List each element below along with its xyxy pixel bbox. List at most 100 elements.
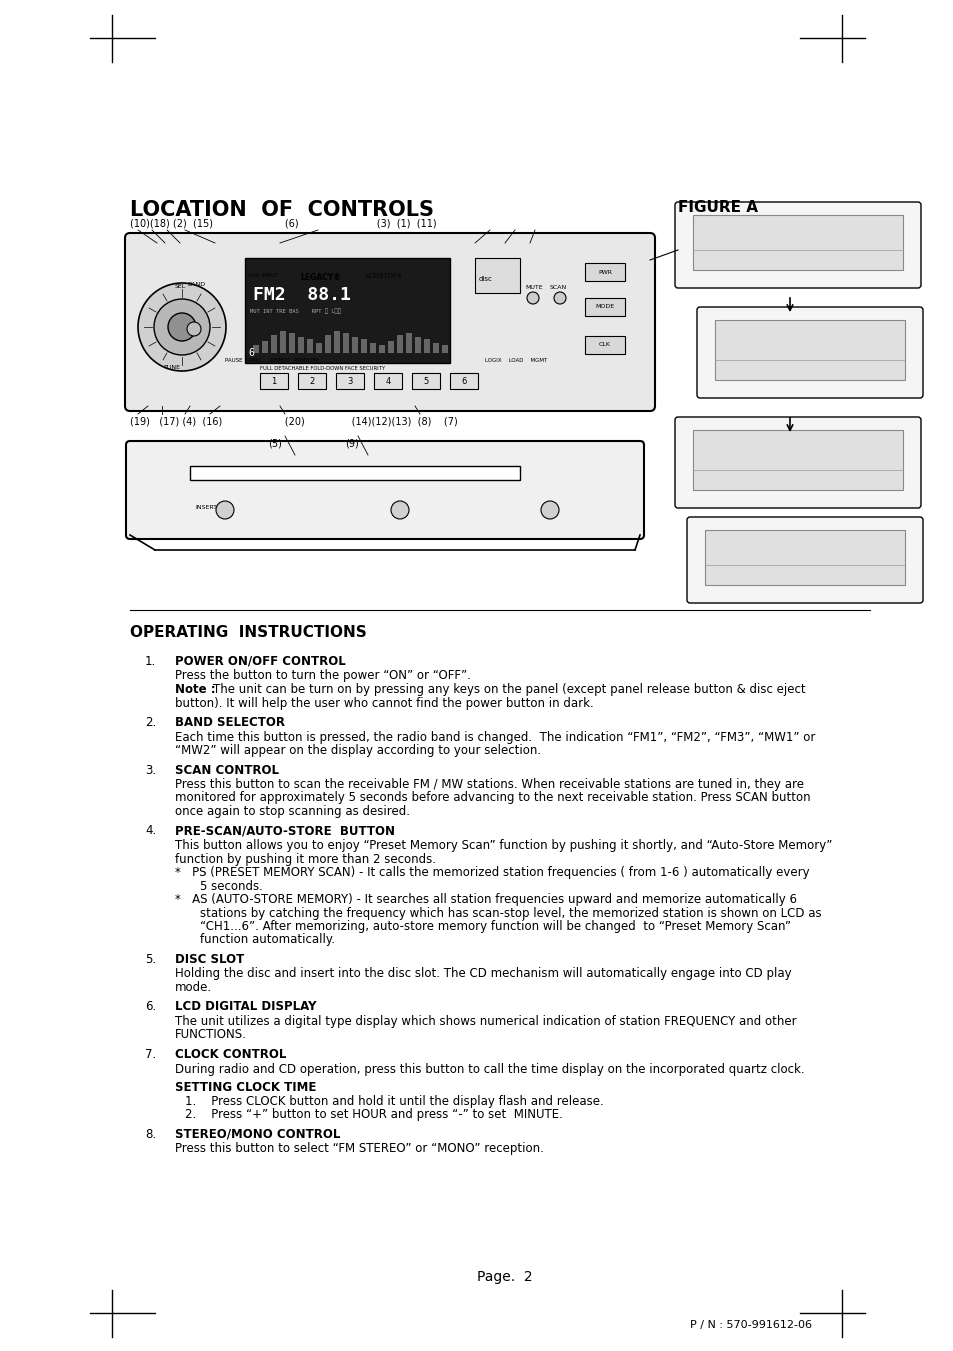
Bar: [378, 345, 385, 353]
Text: LOGIX    LOAD    MGMT: LOGIX LOAD MGMT: [484, 358, 547, 363]
Bar: [475, 258, 519, 293]
Text: 5.: 5.: [145, 952, 156, 966]
Text: 6: 6: [461, 377, 466, 385]
Text: 7.: 7.: [145, 1048, 156, 1061]
Text: 8.: 8.: [145, 1128, 156, 1140]
Text: FIGURE A: FIGURE A: [678, 200, 758, 215]
Bar: [396, 335, 402, 353]
Text: OPERATING  INSTRUCTIONS: OPERATING INSTRUCTIONS: [130, 626, 366, 640]
Text: MODE: MODE: [595, 304, 614, 309]
FancyBboxPatch shape: [675, 417, 920, 508]
Text: This button allows you to enjoy “Preset Memory Scan” function by pushing it shor: This button allows you to enjoy “Preset …: [174, 839, 832, 852]
Bar: [352, 336, 357, 353]
Text: 4: 4: [385, 377, 390, 385]
Text: function automatically.: function automatically.: [185, 934, 335, 947]
Bar: [441, 345, 448, 353]
Text: 3: 3: [347, 377, 353, 385]
Text: button). It will help the user who cannot find the power button in dark.: button). It will help the user who canno…: [174, 697, 593, 709]
Bar: [190, 466, 519, 480]
Bar: [692, 430, 902, 490]
Text: SCAN CONTROL: SCAN CONTROL: [174, 763, 278, 777]
Text: “CH1...6”. After memorizing, auto-store memory function will be changed  to “Pre: “CH1...6”. After memorizing, auto-store …: [185, 920, 790, 934]
Text: disc: disc: [478, 276, 493, 282]
Text: During radio and CD operation, press this button to call the time display on the: During radio and CD operation, press thi…: [174, 1062, 803, 1075]
Bar: [253, 345, 258, 353]
Text: LCD DIGITAL DISPLAY: LCD DIGITAL DISPLAY: [174, 1001, 316, 1013]
Text: SETTING CLOCK TIME: SETTING CLOCK TIME: [174, 1081, 316, 1094]
Text: PRE-SCAN/AUTO-STORE  BUTTON: PRE-SCAN/AUTO-STORE BUTTON: [174, 824, 395, 838]
Text: (10)(18) (2)  (15)                       (6)                         (3)  (1)  (: (10)(18) (2) (15) (6) (3) (1) (: [130, 218, 436, 228]
Text: Press this button to scan the receivable FM / MW stations. When receivable stati: Press this button to scan the receivable…: [174, 778, 803, 790]
Bar: [692, 215, 902, 270]
Bar: [360, 339, 367, 353]
Text: stations by catching the frequency which has scan-stop level, the memorized stat: stations by catching the frequency which…: [185, 907, 821, 920]
Text: The unit can be turn on by pressing any keys on the panel (except panel release : The unit can be turn on by pressing any …: [213, 684, 804, 696]
Bar: [262, 340, 268, 353]
Text: monitored for approximately 5 seconds before advancing to the next receivable st: monitored for approximately 5 seconds be…: [174, 792, 810, 804]
Circle shape: [168, 313, 195, 340]
Circle shape: [540, 501, 558, 519]
Text: PAUSE  RPNO     REPEAT  RANDOM: PAUSE RPNO REPEAT RANDOM: [225, 358, 318, 363]
Text: once again to stop scanning as desired.: once again to stop scanning as desired.: [174, 805, 410, 817]
FancyBboxPatch shape: [125, 232, 655, 411]
Text: (5): (5): [268, 438, 281, 449]
Bar: [335, 373, 364, 389]
Text: BAND SELECTOR: BAND SELECTOR: [174, 716, 285, 730]
Text: CLOCK CONTROL: CLOCK CONTROL: [174, 1048, 286, 1061]
Text: 1.: 1.: [145, 655, 156, 667]
Text: BAND: BAND: [187, 282, 205, 286]
Text: Holding the disc and insert into the disc slot. The CD mechanism will automatica: Holding the disc and insert into the dis…: [174, 967, 791, 981]
Circle shape: [187, 322, 201, 336]
Text: STEREO/MONO CONTROL: STEREO/MONO CONTROL: [174, 1128, 340, 1140]
Bar: [325, 335, 331, 353]
Circle shape: [554, 292, 565, 304]
Bar: [584, 263, 624, 281]
Bar: [714, 320, 904, 380]
Text: Press the button to turn the power “ON” or “OFF”.: Press the button to turn the power “ON” …: [174, 670, 471, 682]
Bar: [260, 373, 288, 389]
Bar: [343, 332, 349, 353]
Bar: [334, 331, 339, 353]
Bar: [297, 336, 304, 353]
Text: *   AS (AUTO-STORE MEMORY) - It searches all station frequencies upward and memo: * AS (AUTO-STORE MEMORY) - It searches a…: [174, 893, 796, 907]
Text: FULL DETACHABLE FOLD-DOWN FACE SECURITY: FULL DETACHABLE FOLD-DOWN FACE SECURITY: [260, 366, 385, 372]
Text: SCAN: SCAN: [550, 285, 567, 290]
Text: 1.    Press CLOCK button and hold it until the display flash and release.: 1. Press CLOCK button and hold it until …: [185, 1094, 603, 1108]
Circle shape: [526, 292, 538, 304]
Bar: [412, 373, 439, 389]
Text: LEGACY®: LEGACY®: [299, 273, 340, 282]
Text: AUX INPUT: AUX INPUT: [248, 273, 277, 278]
Bar: [315, 343, 322, 353]
Circle shape: [215, 501, 233, 519]
Bar: [245, 258, 450, 363]
Text: INSERT: INSERT: [194, 505, 216, 509]
Text: Note :: Note :: [174, 684, 219, 696]
Bar: [450, 373, 477, 389]
Text: TUNE: TUNE: [164, 365, 181, 370]
Text: 2: 2: [309, 377, 314, 385]
Bar: [433, 343, 438, 353]
Bar: [280, 331, 286, 353]
FancyBboxPatch shape: [686, 517, 923, 603]
Bar: [406, 332, 412, 353]
Bar: [415, 336, 420, 353]
Text: P / N : 570-991612-06: P / N : 570-991612-06: [689, 1320, 811, 1329]
Text: 6.: 6.: [145, 1001, 156, 1013]
Text: 2.    Press “+” button to set HOUR and press “-” to set  MINUTE.: 2. Press “+” button to set HOUR and pres…: [185, 1108, 562, 1121]
Text: CLK: CLK: [598, 343, 610, 347]
Bar: [584, 299, 624, 316]
Text: “MW2” will appear on the display according to your selection.: “MW2” will appear on the display accordi…: [174, 744, 540, 757]
Text: 1: 1: [271, 377, 276, 385]
FancyBboxPatch shape: [126, 440, 643, 539]
Text: Page.  2: Page. 2: [476, 1270, 532, 1283]
Text: POWER ON/OFF CONTROL: POWER ON/OFF CONTROL: [174, 655, 345, 667]
Text: FUNCTIONS.: FUNCTIONS.: [174, 1028, 247, 1042]
FancyBboxPatch shape: [697, 307, 923, 399]
Text: 4.: 4.: [145, 824, 156, 838]
Text: Press this button to select “FM STEREO” or “MONO” reception.: Press this button to select “FM STEREO” …: [174, 1143, 543, 1155]
Text: (9): (9): [345, 438, 358, 449]
Bar: [388, 340, 394, 353]
Bar: [584, 336, 624, 354]
Bar: [297, 373, 326, 389]
Text: 5: 5: [423, 377, 428, 385]
